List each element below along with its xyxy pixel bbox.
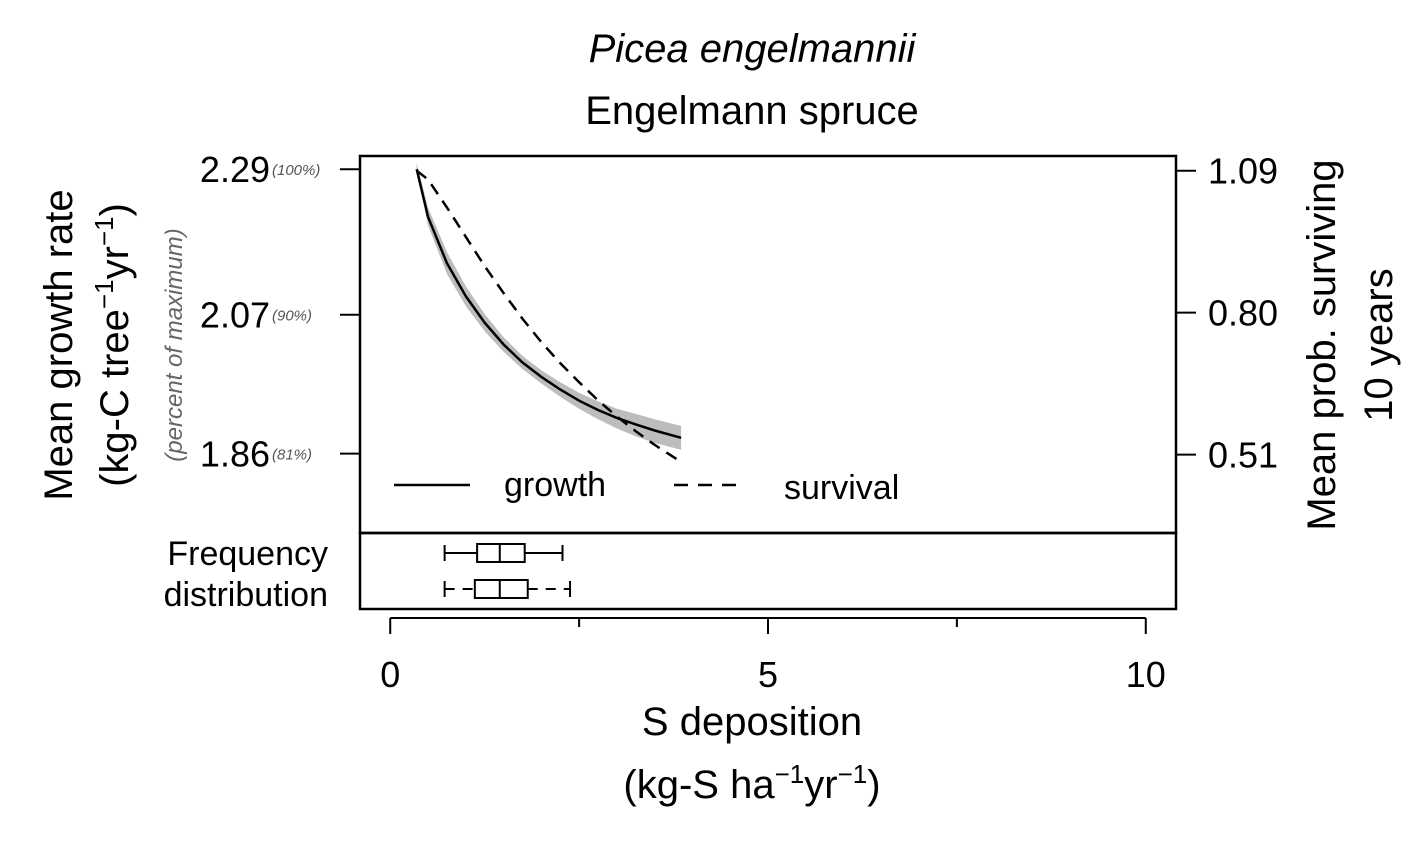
x-tick-label-0: 0 [380, 654, 400, 695]
x-axis: 0 5 10 [380, 617, 1166, 695]
chart-title: Picea engelmannii [589, 27, 917, 71]
x-axis-title-line2: (kg-S ha−1yr−1) [623, 759, 880, 807]
legend: growth survival [394, 466, 899, 507]
left-tick-label-1: 2.07 [200, 295, 270, 336]
series-layer [415, 168, 682, 464]
right-tick-label-0: 1.09 [1208, 151, 1278, 192]
series-growth-line [415, 168, 682, 440]
chart-subtitle: Engelmann spruce [585, 89, 919, 133]
right-tick-label-2: 0.51 [1208, 435, 1278, 476]
left-axis-percent-note: (percent of maximum) [161, 228, 188, 461]
growth-ci-band [416, 162, 682, 450]
frequency-boxplots [443, 543, 572, 599]
frequency-panel-frame [358, 531, 1178, 611]
frequency-label-line2: distribution [164, 576, 328, 614]
left-y-axis: 2.29 (100%) 2.07 (90%) 1.86 (81%) [200, 149, 360, 475]
right-tick-label-1: 0.80 [1208, 293, 1278, 334]
legend-survival-label: survival [784, 469, 899, 507]
left-tick-percent-0: (100%) [272, 162, 320, 179]
left-tick-label-2: 1.86 [200, 434, 270, 475]
right-axis-title-line2: 10 years [1357, 268, 1401, 421]
boxplot-1-box [476, 543, 526, 563]
legend-growth-label: growth [504, 466, 606, 504]
right-y-axis: 1.09 0.80 0.51 [1176, 151, 1278, 476]
left-axis-title-line2: (kg-C tree−1yr−1) [89, 203, 137, 487]
left-tick-percent-2: (81%) [272, 447, 312, 464]
right-axis-title-line1: Mean prob. surviving [1300, 159, 1344, 530]
boxplot-2-box [473, 579, 529, 599]
left-tick-label-0: 2.29 [200, 149, 270, 190]
left-axis-title-line1: Mean growth rate [37, 189, 81, 500]
x-tick-label-2: 10 [1126, 654, 1166, 695]
frequency-label-line1: Frequency [167, 535, 328, 573]
main-plot-frame [358, 154, 1178, 535]
x-tick-label-1: 5 [758, 654, 778, 695]
left-tick-percent-1: (90%) [272, 308, 312, 325]
growth-confidence-band [416, 162, 682, 450]
x-axis-title-line1: S deposition [642, 700, 862, 744]
